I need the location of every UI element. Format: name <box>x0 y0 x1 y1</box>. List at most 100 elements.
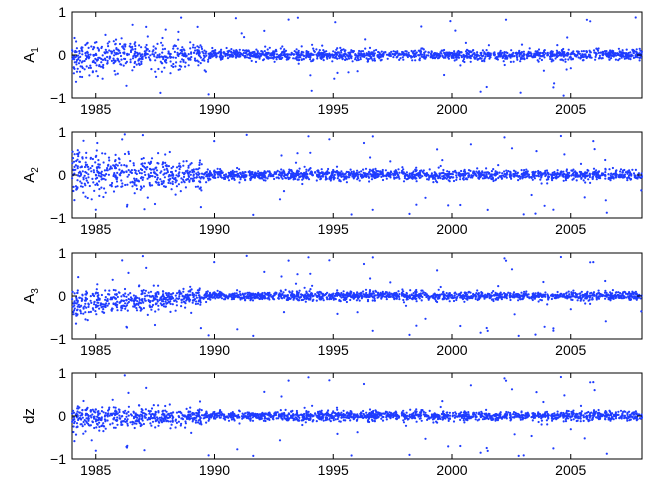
data-point <box>415 177 418 180</box>
data-point <box>518 294 522 297</box>
data-point <box>594 58 597 61</box>
data-point <box>625 296 628 299</box>
data-point <box>283 48 286 51</box>
data-point <box>155 173 159 176</box>
data-point <box>72 66 75 69</box>
data-point <box>486 53 489 56</box>
data-point <box>246 50 249 53</box>
data-point <box>468 174 471 177</box>
data-point <box>95 53 98 57</box>
data-point <box>207 60 210 63</box>
data-point <box>165 61 168 64</box>
data-point <box>155 181 158 184</box>
data-point <box>424 50 427 53</box>
data-point <box>421 289 424 292</box>
data-point <box>76 289 79 292</box>
data-point <box>418 59 421 62</box>
data-point <box>588 175 592 179</box>
data-point <box>349 292 352 295</box>
data-point <box>182 60 185 63</box>
data-point <box>85 177 88 180</box>
data-point <box>141 134 144 137</box>
data-point <box>139 168 142 171</box>
data-point <box>272 175 275 178</box>
data-point <box>519 60 522 63</box>
data-point <box>124 62 127 65</box>
data-point <box>639 49 642 52</box>
data-point <box>420 299 423 302</box>
data-point <box>537 60 540 63</box>
data-point <box>442 177 445 180</box>
data-point <box>324 175 327 178</box>
data-point <box>414 49 417 52</box>
data-point <box>246 293 249 296</box>
data-point <box>76 158 79 161</box>
data-point <box>98 194 101 197</box>
data-point <box>251 175 254 178</box>
data-point <box>255 48 258 51</box>
data-point <box>172 56 175 59</box>
data-point <box>580 176 583 179</box>
data-point <box>204 52 207 55</box>
data-point <box>373 57 376 60</box>
data-point <box>378 170 381 173</box>
data-point <box>407 51 410 55</box>
data-point <box>243 55 246 58</box>
data-point <box>76 165 79 168</box>
data-point <box>424 292 427 295</box>
data-point <box>595 175 598 178</box>
data-point <box>546 303 549 306</box>
data-point <box>124 305 127 308</box>
data-point <box>512 291 516 294</box>
data-point <box>454 29 457 32</box>
data-point <box>438 55 441 58</box>
data-point <box>175 166 179 169</box>
data-point <box>309 171 312 175</box>
data-point <box>120 164 123 167</box>
data-point <box>487 44 490 47</box>
data-point <box>549 55 552 58</box>
data-point <box>91 48 95 51</box>
data-point <box>439 164 442 168</box>
data-point <box>168 179 171 182</box>
data-point <box>123 133 126 136</box>
data-point <box>229 175 232 178</box>
data-point <box>397 53 400 56</box>
data-point <box>484 52 487 55</box>
data-point <box>429 55 432 58</box>
data-point <box>169 170 173 174</box>
data-point <box>513 55 516 58</box>
data-point <box>131 185 134 188</box>
data-point <box>419 171 422 175</box>
data-point <box>74 168 77 171</box>
data-point <box>460 169 463 173</box>
data-point <box>318 49 321 52</box>
data-point <box>470 51 473 54</box>
data-point <box>570 58 573 61</box>
data-point <box>81 53 84 56</box>
data-point <box>132 164 135 167</box>
data-point <box>157 292 160 295</box>
data-point <box>560 171 563 174</box>
data-point <box>501 51 504 54</box>
data-point <box>155 56 158 59</box>
data-point <box>120 305 123 308</box>
data-point <box>264 179 267 182</box>
data-point <box>242 176 245 179</box>
data-point <box>114 73 117 76</box>
data-point <box>638 52 641 55</box>
data-point <box>372 290 375 293</box>
data-point <box>401 166 404 169</box>
data-point <box>460 56 463 59</box>
data-point <box>274 49 277 53</box>
data-point <box>597 57 601 60</box>
data-point <box>565 168 569 171</box>
data-point <box>169 60 172 63</box>
data-point <box>342 290 345 293</box>
data-point <box>303 165 306 168</box>
data-point <box>366 58 370 61</box>
data-point <box>71 57 74 61</box>
data-point <box>83 68 86 71</box>
data-point <box>299 172 302 175</box>
data-point <box>144 289 147 292</box>
